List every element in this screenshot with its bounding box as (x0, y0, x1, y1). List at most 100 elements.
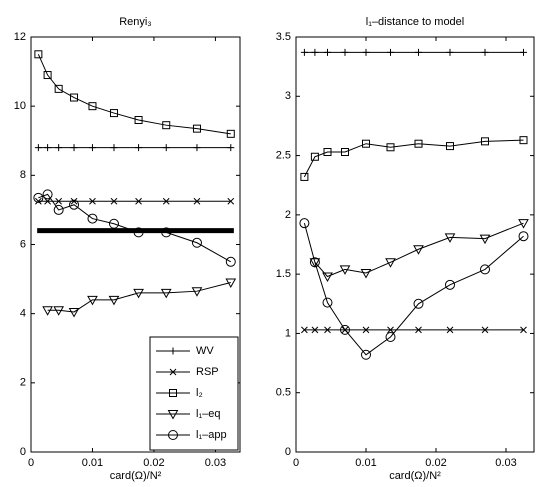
marker (309, 258, 321, 268)
y-tick-label: 4 (20, 308, 26, 320)
y-tick-label: 1 (285, 327, 291, 339)
marker (386, 143, 395, 152)
marker (42, 306, 53, 316)
marker (341, 48, 349, 56)
marker (225, 256, 236, 267)
x-tick-label: 0.02 (425, 457, 446, 469)
y-tick-label: 2 (285, 209, 291, 221)
marker (55, 144, 63, 152)
marker (324, 48, 331, 56)
marker (479, 234, 491, 245)
marker (444, 233, 456, 243)
marker (324, 326, 331, 334)
x-tick-label: 0.03 (495, 457, 516, 469)
legend-label: l₂ (196, 387, 203, 399)
legend-label: WV (196, 345, 214, 357)
y-tick-label: 3 (285, 90, 291, 102)
marker (340, 324, 350, 335)
marker (88, 102, 97, 111)
y-tick-label: 1.5 (276, 268, 291, 280)
marker (169, 389, 177, 397)
x-axis-label: card(Ω)/N² (389, 470, 441, 482)
plot-frame (30, 36, 241, 453)
marker (445, 279, 455, 290)
series-line (38, 193, 232, 263)
marker (110, 144, 118, 152)
marker (110, 197, 118, 205)
y-tick-label: 0 (285, 446, 291, 458)
marker (109, 109, 118, 118)
plot-frame (295, 36, 535, 453)
marker (168, 430, 178, 440)
marker (135, 197, 142, 205)
marker (44, 197, 51, 205)
marker (89, 197, 96, 205)
marker (480, 264, 490, 275)
marker (385, 258, 396, 268)
marker (361, 349, 371, 360)
x-tick-label: 0.03 (205, 457, 226, 469)
marker (413, 245, 424, 255)
marker (162, 144, 170, 152)
x-tick-label: 0.02 (143, 457, 164, 469)
marker (481, 137, 489, 146)
marker (446, 48, 454, 56)
marker (518, 219, 529, 229)
marker (192, 124, 201, 133)
marker (54, 84, 63, 93)
series-line (303, 139, 524, 178)
marker (69, 199, 80, 210)
marker (300, 172, 309, 181)
marker (169, 368, 177, 376)
y-tick-label: 2 (20, 377, 26, 389)
series-line (37, 54, 231, 135)
series-line (303, 223, 524, 356)
marker (310, 152, 319, 161)
marker (360, 268, 372, 279)
marker (362, 139, 370, 148)
marker (519, 136, 528, 145)
marker (341, 148, 349, 157)
x-tick-label: 0.01 (82, 457, 103, 469)
marker (323, 148, 332, 157)
y-tick-label: 12 (14, 31, 26, 43)
marker (70, 144, 78, 152)
y-tick-label: 0.5 (276, 387, 291, 399)
marker (520, 326, 527, 334)
marker (108, 295, 120, 306)
y-tick-label: 2.5 (276, 149, 291, 161)
series-line (314, 222, 524, 278)
marker (70, 197, 78, 205)
marker (133, 288, 144, 299)
marker (311, 48, 319, 56)
marker (520, 48, 527, 56)
marker (88, 144, 96, 152)
marker (481, 326, 489, 334)
series-line (47, 282, 231, 313)
marker (34, 50, 43, 59)
marker (446, 326, 454, 334)
marker (415, 48, 422, 56)
marker (362, 326, 370, 334)
marker (415, 326, 422, 334)
marker (42, 189, 53, 200)
marker (301, 326, 308, 334)
marker (55, 197, 63, 205)
marker (225, 278, 237, 289)
marker (518, 231, 529, 242)
marker (43, 71, 52, 80)
marker (413, 298, 424, 309)
marker (33, 192, 44, 203)
marker (169, 347, 177, 355)
x-axis-label: card(Ω)/N² (110, 470, 162, 482)
marker (322, 272, 333, 283)
marker (414, 139, 423, 148)
marker (299, 218, 310, 229)
marker (34, 144, 42, 152)
marker (362, 48, 370, 56)
marker (226, 129, 235, 138)
y-tick-label: 6 (20, 238, 26, 250)
marker (387, 326, 394, 334)
marker (193, 144, 201, 152)
